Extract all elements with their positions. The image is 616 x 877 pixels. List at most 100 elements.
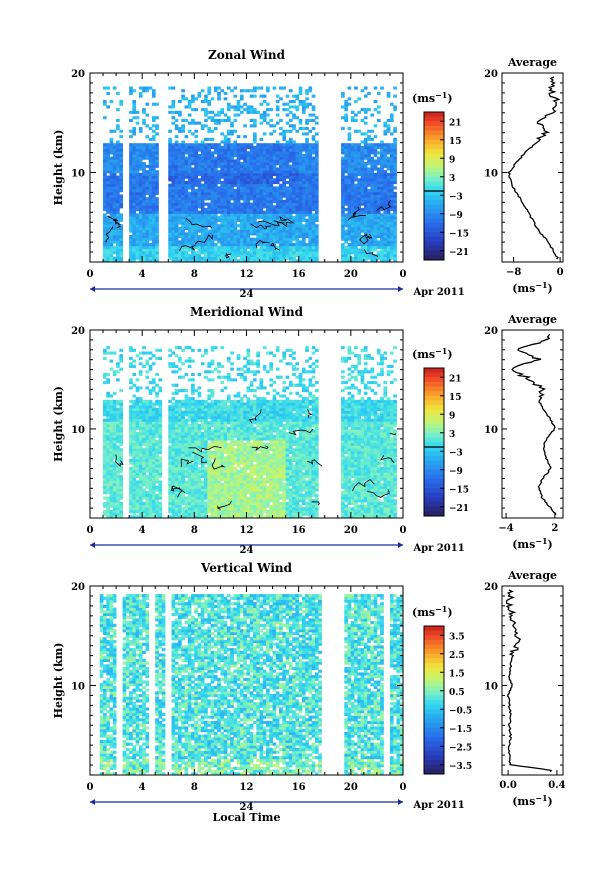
heatmap-cell [194,246,198,249]
heatmap-cell [204,100,208,103]
heatmap-cell [113,157,117,160]
heatmap-cell [172,257,176,260]
heatmap-cell [172,392,176,395]
heatmap-cell [155,480,159,483]
heatmap-cell [152,413,156,416]
heatmap-cell [370,195,374,198]
heatmap-cell [103,103,107,106]
heatmap-cell [233,246,237,249]
heatmap-cell [110,437,114,440]
heatmap-cell [269,186,273,189]
heatmap-cell [178,216,182,219]
heatmap-cell [175,181,179,184]
heatmap-cell [393,159,397,162]
heatmap-cell [344,213,348,216]
heatmap-cell [312,108,316,111]
heatmap-cell [145,376,149,379]
heatmap-cell [103,454,107,457]
heatmap-cell [172,197,176,200]
heatmap-cell [110,170,114,173]
heatmap-cell [279,205,283,208]
heatmap-cell [139,222,143,225]
heatmap-cell [305,157,309,160]
heatmap-cell [129,192,133,195]
heatmap-cell [308,165,312,168]
heatmap-cell [142,467,146,470]
heatmap-cell [181,219,185,222]
heatmap-cell [106,249,110,252]
heatmap-cell [119,451,123,454]
heatmap-cell [302,224,306,227]
heatmap-cell [113,251,117,254]
heatmap-cell [175,162,179,165]
heatmap-cell [129,157,133,160]
heatmap-cell [207,238,211,241]
heatmap-cell [149,184,153,187]
heatmap-cell [155,462,159,465]
heatmap-cell [302,227,306,230]
heatmap-cell [279,213,283,216]
heatmap-cell [178,437,182,440]
heatmap-cell [113,232,117,235]
heatmap-cell [220,132,224,135]
heatmap-cell [103,513,107,516]
heatmap-cell [201,100,205,103]
heatmap-cell [253,95,257,98]
heatmap-cell [136,197,140,200]
heatmap-cell [227,224,231,227]
heatmap-cell [201,151,205,154]
heatmap-cell [152,222,156,225]
heatmap-cell [289,181,293,184]
heatmap-cell [136,510,140,513]
heatmap-cell [286,122,290,125]
heatmap-cell [129,470,133,473]
heatmap-cell [194,108,198,111]
heatmap-cell [214,157,218,160]
heatmap-cell [276,122,280,125]
heatmap-cell [263,159,267,162]
heatmap-cell [266,157,270,160]
heatmap-cell [390,146,394,149]
heatmap-cell [341,168,345,171]
heatmap-cell [185,181,189,184]
heatmap-cell [116,491,120,494]
heatmap-cell [119,240,123,243]
heatmap-cell [217,149,221,152]
heatmap-cell [103,413,107,416]
heatmap-cell [282,130,286,133]
heatmap-cell [136,443,140,446]
heatmap-cell [227,186,231,189]
heatmap-cell [217,232,221,235]
heatmap-cell [312,240,316,243]
heatmap-cell [145,170,149,173]
heatmap-cell [188,184,192,187]
heatmap-cell [302,205,306,208]
heatmap-cell [188,235,192,238]
heatmap-cell [139,421,143,424]
heatmap-cell [286,246,290,249]
heatmap-cell [129,92,133,95]
heatmap-cell [168,486,172,489]
heatmap-cell [106,454,110,457]
heatmap-cell [273,170,277,173]
heatmap-cell [220,141,224,144]
heatmap-cell [279,178,283,181]
heatmap-cell [158,408,162,411]
heatmap-cell [119,130,123,133]
heatmap-cell [178,254,182,257]
heatmap-cell [393,240,397,243]
heatmap-cell [230,159,234,162]
heatmap-cell [207,240,211,243]
heatmap-cell [315,257,319,260]
heatmap-cell [207,157,211,160]
heatmap-cell [110,472,114,475]
heatmap-cell [253,146,257,149]
heatmap-cell [243,211,247,214]
heatmap-cell [282,235,286,238]
heatmap-cell [263,154,267,157]
average-title: Average [507,56,557,69]
heatmap-cell [191,119,195,122]
heatmap-cell [178,170,182,173]
heatmap-cell [158,464,162,467]
heatmap-cell [282,249,286,252]
